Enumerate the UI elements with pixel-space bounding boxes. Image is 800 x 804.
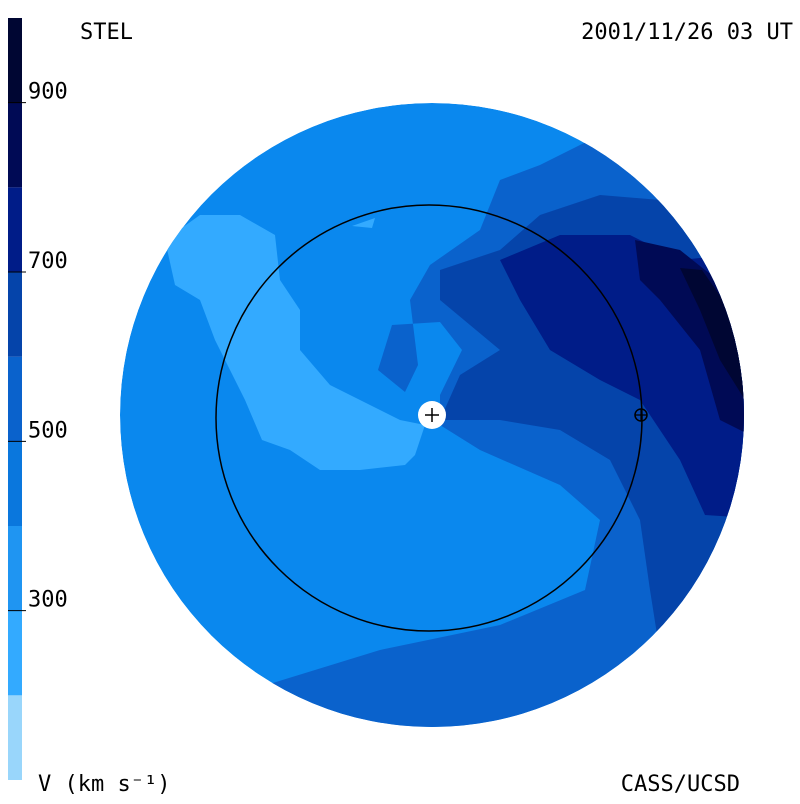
earth-marker [635,409,647,421]
sun-marker [425,408,439,422]
colorbar-tick-label: 500 [28,418,68,443]
earth-orbit [215,204,643,632]
credit: CASS/UCSD [621,772,740,797]
unit-label: V (km s⁻¹) [38,772,170,797]
fast-region [680,268,744,400]
colorbar-band [8,526,22,611]
colorbar-tick-label: 900 [28,80,68,105]
timestamp: 2001/11/26 03 UT [581,20,793,45]
colorbar-band [8,102,22,188]
colorbar-band [8,610,22,696]
colorbar-tick-label: 700 [28,249,68,274]
colorbar-band [8,272,22,357]
velocity-map [120,103,744,727]
colorbar-tick-label: 300 [28,588,68,613]
colorbar-band [8,441,22,526]
colorbar-band [8,356,22,442]
slow-region [165,215,425,470]
colorbar-band [8,18,22,103]
colorbar-band [8,187,22,272]
colorbar: 300 500 700 900 [8,18,68,780]
observatory-label: STEL [80,20,133,45]
slow-region [352,218,375,228]
colorbar-band [8,695,22,780]
